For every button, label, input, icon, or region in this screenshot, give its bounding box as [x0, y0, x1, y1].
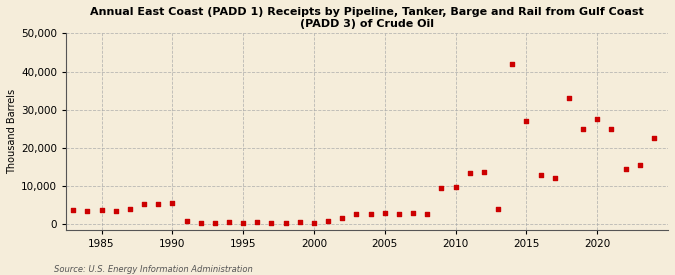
Point: [280, 221, 291, 225]
Point: [464, 170, 475, 175]
Text: Source: U.S. Energy Information Administration: Source: U.S. Energy Information Administ…: [54, 265, 252, 274]
Point: [649, 136, 659, 141]
Point: [564, 96, 574, 100]
Point: [167, 201, 178, 206]
Point: [436, 186, 447, 190]
Point: [223, 220, 234, 224]
Point: [365, 212, 376, 216]
Point: [493, 207, 504, 211]
Point: [578, 126, 589, 131]
Point: [394, 211, 404, 216]
Point: [592, 117, 603, 122]
Point: [337, 215, 348, 220]
Point: [209, 221, 220, 225]
Point: [308, 221, 319, 225]
Point: [408, 211, 418, 215]
Point: [351, 211, 362, 216]
Point: [450, 185, 461, 189]
Point: [195, 220, 206, 225]
Point: [153, 202, 163, 207]
Point: [521, 119, 532, 123]
Point: [620, 167, 631, 171]
Point: [68, 207, 78, 212]
Point: [138, 202, 149, 206]
Point: [479, 170, 489, 174]
Point: [379, 211, 390, 216]
Point: [252, 219, 263, 224]
Title: Annual East Coast (PADD 1) Receipts by Pipeline, Tanker, Barge and Rail from Gul: Annual East Coast (PADD 1) Receipts by P…: [90, 7, 644, 29]
Point: [266, 221, 277, 225]
Point: [549, 176, 560, 180]
Point: [294, 220, 305, 224]
Point: [82, 209, 92, 214]
Point: [507, 62, 518, 66]
Point: [96, 208, 107, 213]
Point: [124, 207, 135, 211]
Point: [181, 219, 192, 224]
Point: [535, 172, 546, 177]
Point: [238, 221, 248, 225]
Point: [634, 163, 645, 167]
Point: [110, 209, 121, 213]
Y-axis label: Thousand Barrels: Thousand Barrels: [7, 89, 17, 174]
Point: [422, 211, 433, 216]
Point: [606, 126, 617, 131]
Point: [323, 218, 333, 223]
